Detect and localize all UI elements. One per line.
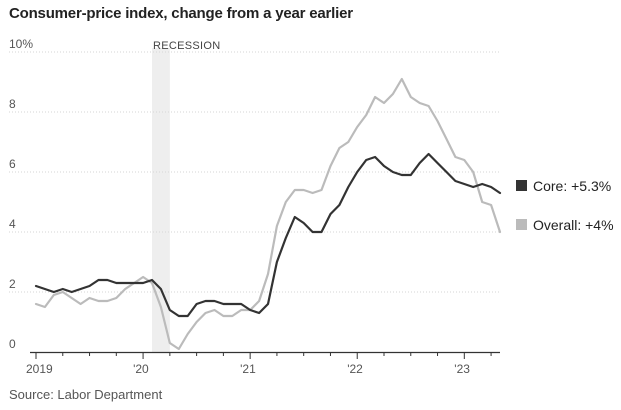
legend: Core: +5.3% Overall: +4% bbox=[516, 178, 614, 233]
series-line-overall bbox=[34, 77, 502, 351]
chart-title: Consumer-price index, change from a year… bbox=[9, 5, 353, 22]
y-tick-label: 10% bbox=[9, 37, 33, 51]
recession-label: RECESSION bbox=[153, 40, 221, 52]
y-tick-label: 6 bbox=[9, 157, 16, 171]
legend-label-overall: Overall: +4% bbox=[533, 217, 614, 233]
legend-swatch-core bbox=[516, 180, 527, 191]
y-tick-label: 8 bbox=[9, 97, 16, 111]
y-tick-label: 0 bbox=[9, 337, 16, 351]
recession-band-layer: RECESSION bbox=[152, 40, 221, 352]
x-tick-label: '22 bbox=[347, 362, 363, 376]
x-tick-label: '23 bbox=[454, 362, 470, 376]
legend-swatch-overall bbox=[516, 219, 527, 230]
x-axis: 2019 '20 '21 '22 '23 bbox=[26, 351, 500, 376]
recession-band bbox=[152, 48, 170, 352]
legend-label-core: Core: +5.3% bbox=[533, 178, 611, 194]
gridlines: 0 2 4 6 8 10% bbox=[9, 37, 500, 351]
x-tick-label: '21 bbox=[240, 362, 256, 376]
source-note: Source: Labor Department bbox=[9, 387, 163, 402]
series-line-core bbox=[34, 152, 502, 318]
x-tick-label: 2019 bbox=[26, 362, 53, 376]
x-tick-label: '20 bbox=[133, 362, 149, 376]
series-lines bbox=[34, 77, 502, 351]
y-tick-label: 4 bbox=[9, 217, 16, 231]
y-tick-label: 2 bbox=[9, 277, 16, 291]
